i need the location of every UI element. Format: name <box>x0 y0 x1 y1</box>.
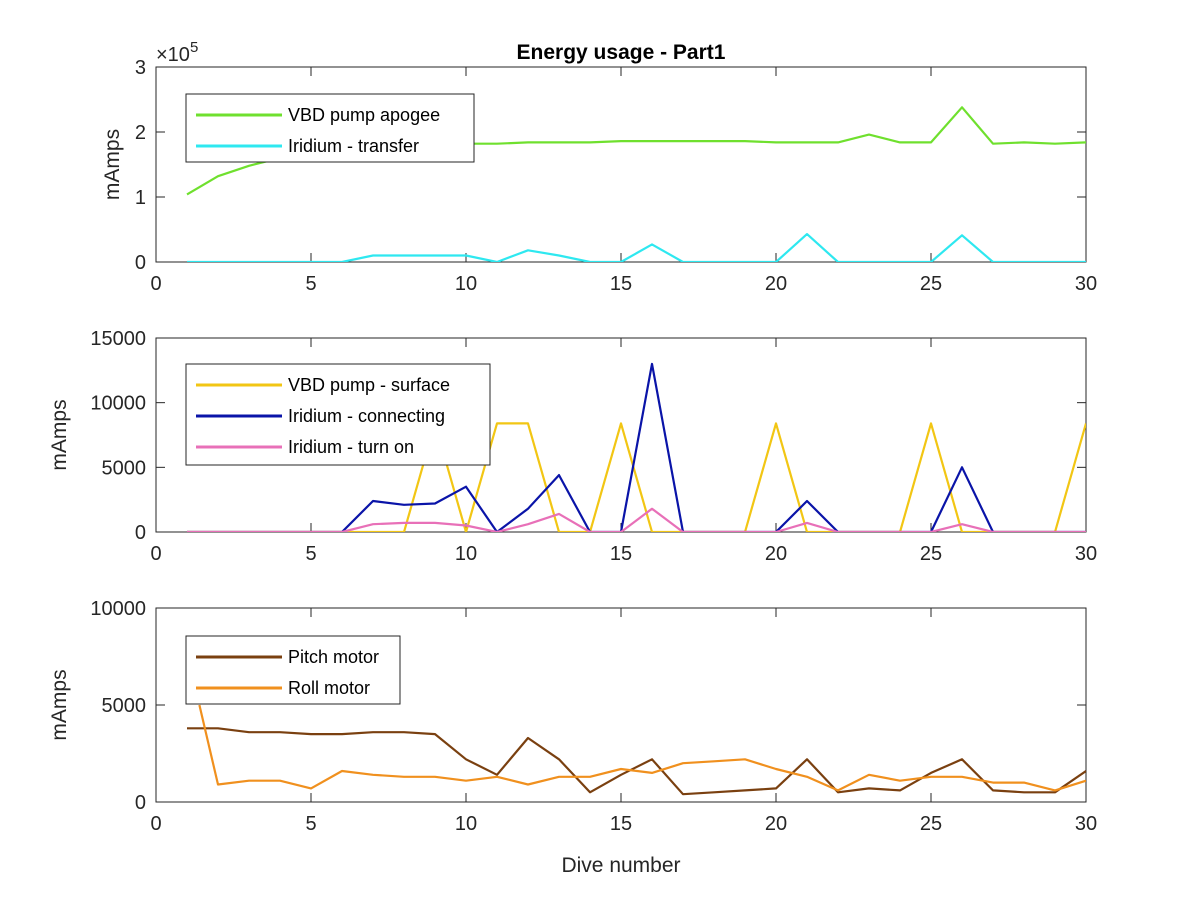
x-tick-label: 5 <box>305 543 316 565</box>
x-tick-label: 30 <box>1075 273 1097 295</box>
y-tick-label: 5000 <box>102 695 147 717</box>
legend-entry: Pitch motor <box>288 647 379 667</box>
x-tick-label: 30 <box>1075 813 1097 835</box>
series-line-vbd-pump-surface <box>187 422 1086 532</box>
x-tick-label: 30 <box>1075 543 1097 565</box>
y-tick-label: 1 <box>135 187 146 209</box>
legend: VBD pump - surface Iridium - connecting Ir… <box>185 363 491 466</box>
legend-entry: VBD pump - surface <box>288 375 450 395</box>
series-line-iridium-transfer <box>187 233 1086 262</box>
series-line-iridium-turn-on <box>187 507 1086 532</box>
series-line-iridium-connecting <box>187 362 1086 532</box>
x-tick-label: 10 <box>455 273 477 295</box>
y-exponent-power: 5 <box>190 39 198 56</box>
y-tick-label: 10000 <box>90 393 146 415</box>
legend-entry: Roll motor <box>288 678 370 698</box>
x-tick-label: 25 <box>920 543 942 565</box>
x-tick-label: 5 <box>305 813 316 835</box>
x-tick-label: 25 <box>920 813 942 835</box>
y-axis-label: mAmps <box>101 129 124 200</box>
x-tick-label: 15 <box>610 273 632 295</box>
y-tick-label: 3 <box>135 57 146 79</box>
x-tick-label: 20 <box>765 273 787 295</box>
y-axis-label: mAmps <box>48 669 71 740</box>
series-line-pitch-motor <box>187 727 1086 796</box>
legend-box <box>185 635 401 705</box>
y-tick-label: 10000 <box>90 598 146 620</box>
y-exponent-label: ×105 <box>156 39 198 66</box>
series-line-roll-motor <box>198 704 1086 792</box>
legend-entry: Iridium - transfer <box>288 136 419 156</box>
y-tick-label: 5000 <box>102 457 147 479</box>
x-tick-label: 15 <box>610 543 632 565</box>
y-exponent-base: ×10 <box>156 44 190 66</box>
chart-title: Energy usage - Part1 <box>517 41 726 64</box>
y-tick-label: 0 <box>135 792 146 814</box>
x-tick-label: 20 <box>765 813 787 835</box>
y-axis-label: mAmps <box>48 399 71 470</box>
x-tick-label: 25 <box>920 273 942 295</box>
x-axis-label: Dive number <box>561 854 680 877</box>
legend: Pitch motor Roll motor <box>185 635 401 705</box>
x-tick-label: 10 <box>455 813 477 835</box>
y-tick-label: 2 <box>135 122 146 144</box>
x-tick-label: 20 <box>765 543 787 565</box>
legend-box <box>185 93 475 163</box>
subplot-3: 0 5 10 15 20 25 30 0 5000 10000 mAmps Dive number Pi… <box>48 598 1097 877</box>
legend: VBD pump apogee Iridium - transfer <box>185 93 475 163</box>
legend-entry: Iridium - connecting <box>288 406 445 426</box>
x-tick-label: 15 <box>610 813 632 835</box>
x-tick-label: 10 <box>455 543 477 565</box>
legend-entry: Iridium - turn on <box>288 437 414 457</box>
y-tick-label: 0 <box>135 522 146 544</box>
legend-entry: VBD pump apogee <box>288 105 440 125</box>
x-tick-label: 0 <box>150 543 161 565</box>
x-tick-label: 0 <box>150 273 161 295</box>
subplot-2: 0 5 10 15 20 25 30 0 5000 10000 15000 mAmps VBD pump… <box>48 328 1097 565</box>
x-tick-label: 0 <box>150 813 161 835</box>
y-tick-label: 0 <box>135 252 146 274</box>
x-tick-label: 5 <box>305 273 316 295</box>
y-tick-label: 15000 <box>90 328 146 350</box>
